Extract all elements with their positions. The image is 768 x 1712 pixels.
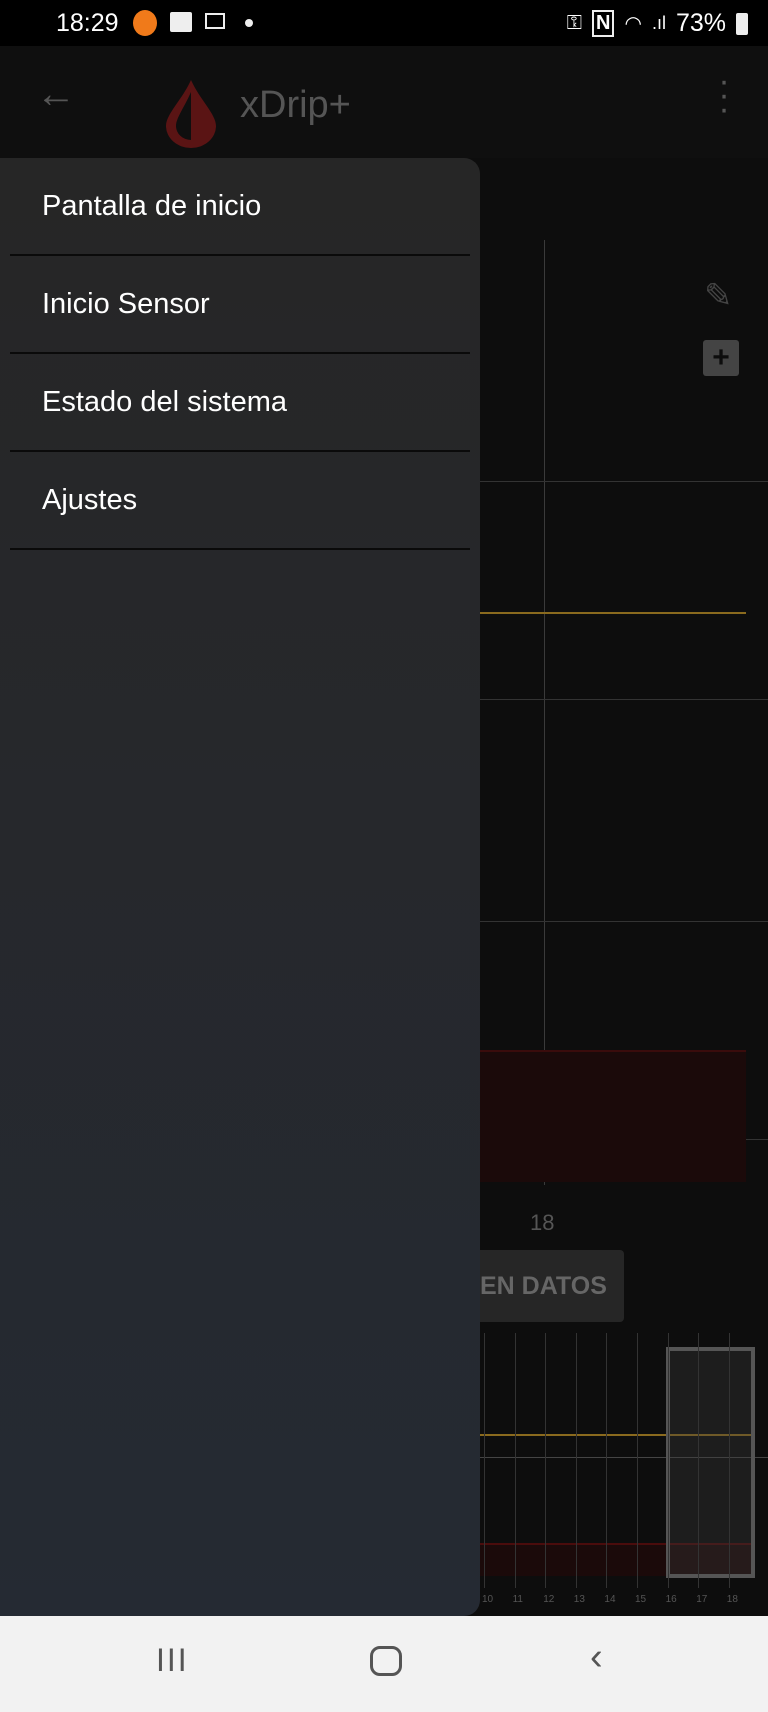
preview-hour-gridline (514, 1333, 516, 1588)
system-nav-bar: III ‹ (0, 1616, 768, 1712)
low-range-band (480, 1050, 746, 1182)
status-time: 18:29 (56, 9, 119, 37)
back-arrow-icon[interactable]: ← (36, 72, 76, 116)
mail-forward-icon (205, 13, 225, 29)
preview-hour-label: 17 (696, 1594, 708, 1605)
preview-hour-label: 18 (726, 1594, 738, 1605)
preview-high-line (480, 1434, 752, 1436)
dot-icon (245, 19, 253, 27)
preview-hour-label: 14 (604, 1594, 616, 1605)
preview-hour-gridline (698, 1333, 700, 1588)
preview-hour-label: 16 (665, 1594, 677, 1605)
nfc-icon: N (592, 10, 615, 37)
preview-hour-gridline (667, 1333, 669, 1588)
note-add-icon[interactable]: + (703, 340, 739, 376)
drawer-item-start-sensor[interactable]: Inicio Sensor (10, 256, 470, 354)
preview-hour-gridline (575, 1333, 577, 1588)
preview-hour-label: 12 (543, 1594, 555, 1605)
x-axis-label: 18 (530, 1210, 555, 1235)
drawer-item-settings[interactable]: Ajustes (10, 452, 470, 550)
preview-selection-window[interactable] (666, 1347, 755, 1578)
drawer-item-home[interactable]: Pantalla de inicio (10, 158, 470, 256)
vpn-key-icon: ⚿ (566, 12, 583, 34)
preview-hour-label: 13 (573, 1594, 585, 1605)
preview-hour-gridline (728, 1333, 730, 1588)
preview-hour-label: 10 (482, 1594, 494, 1605)
wifi-icon: ◠ (624, 13, 642, 35)
home-icon[interactable] (370, 1646, 402, 1676)
high-threshold-line (480, 612, 746, 614)
preview-hour-label: 15 (635, 1594, 647, 1605)
more-vert-icon[interactable]: · · · (718, 62, 730, 128)
back-icon[interactable]: ‹ (590, 1636, 603, 1678)
image-icon (170, 12, 192, 32)
preview-low-band (480, 1543, 752, 1576)
app-notification-icon (133, 10, 157, 36)
battery-percent: 73% (675, 9, 726, 37)
app-title: xDrip+ (240, 84, 351, 126)
app-bar: ← xDrip+ · · · (0, 46, 768, 158)
preview-hour-gridline (484, 1333, 485, 1588)
preview-hour-gridline (545, 1333, 547, 1588)
drawer-item-system-status[interactable]: Estado del sistema (10, 354, 470, 452)
signal-icon: .ıl (651, 13, 666, 33)
preview-hour-label: 11 (512, 1594, 523, 1605)
preview-hour-gridline (637, 1333, 638, 1588)
status-bar: 18:29 ⚿ N ◠ .ıl 73% (0, 0, 768, 46)
navigation-drawer: Pantalla de inicio Inicio Sensor Estado … (0, 158, 480, 1616)
recents-icon[interactable]: III (156, 1642, 189, 1678)
battery-icon (736, 12, 748, 35)
preview-hour-gridline (606, 1333, 608, 1588)
data-button[interactable]: EN DATOS (470, 1250, 624, 1322)
xdrip-drop-logo (166, 80, 216, 148)
eyedropper-icon[interactable]: ✎ (704, 277, 733, 315)
